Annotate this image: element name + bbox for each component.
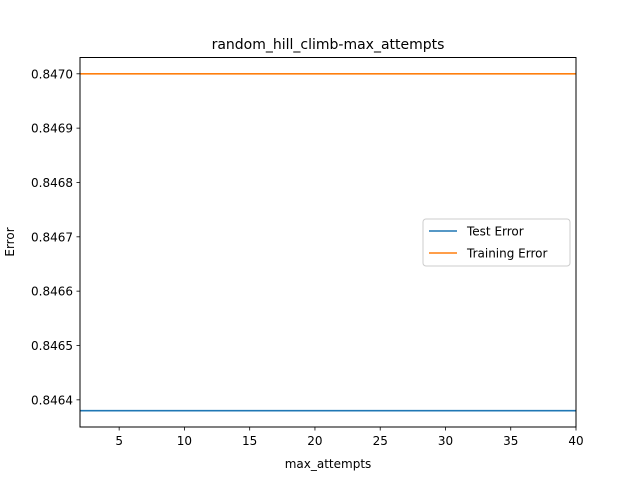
series-layer [80, 73, 576, 412]
y-axis-label: Error [3, 227, 17, 256]
chart-title: random_hill_climb-max_attempts [212, 37, 445, 53]
legend-box [422, 218, 571, 267]
y-axis-ticks: 0.8464 0.8465 0.8466 0.8467 0.8468 0.8469 0.84… [31, 67, 80, 407]
x-tick-label: 40 [568, 434, 583, 448]
x-tick-label: 30 [438, 434, 453, 448]
x-tick-label: 15 [242, 434, 257, 448]
x-tick-label: 25 [373, 434, 388, 448]
legend: Test Error Training Error [422, 218, 571, 267]
x-axis-ticks: 5 10 15 20 25 30 35 40 [115, 427, 584, 448]
y-tick-label: 0.8468 [31, 176, 73, 190]
x-tick-label: 35 [503, 434, 518, 448]
legend-label-test-error: Test Error [466, 225, 524, 239]
x-tick-label: 10 [177, 434, 192, 448]
y-tick-label: 0.8469 [31, 122, 73, 136]
legend-label-training-error: Training Error [466, 247, 547, 261]
y-tick-label: 0.8466 [31, 285, 73, 299]
x-axis-label: max_attempts [285, 457, 372, 471]
y-tick-label: 0.8464 [31, 393, 73, 407]
y-tick-label: 0.8470 [31, 67, 73, 81]
x-tick-label: 5 [115, 434, 123, 448]
plot-frame [79, 57, 577, 428]
x-tick-label: 20 [307, 434, 322, 448]
y-tick-label: 0.8467 [31, 230, 73, 244]
y-tick-label: 0.8465 [31, 339, 73, 353]
